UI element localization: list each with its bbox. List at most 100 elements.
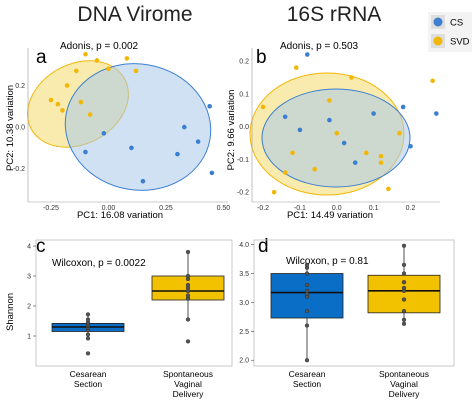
panel-c-category-label: Delivery: [173, 389, 204, 399]
panel-d-category-label: Cesarean: [289, 369, 326, 379]
panel-d-point-cs-7: [304, 271, 310, 276]
panel-c-category-label: Cesarean: [70, 369, 107, 379]
panel-c-point-svd-3: [185, 293, 191, 298]
panel-b-point-cs-2: [327, 117, 332, 123]
panel-d-point-svd-2: [401, 308, 407, 314]
panel-b-title: 16S rRNA: [287, 3, 382, 26]
panel-b-xtick-label: 0.2: [406, 205, 416, 212]
panel-a-xtick-label: 0.25: [159, 205, 173, 212]
panel-c-point-svd-8: [185, 273, 191, 279]
panel-c-point-svd-6: [185, 282, 191, 288]
panel-a-point-svd-11: [48, 97, 54, 103]
panel-d-stat: Wilcoxon, p = 0.81: [286, 256, 369, 267]
panel-d-category-label: Delivery: [389, 389, 420, 399]
panel-d-point-svd-3: [401, 297, 407, 302]
panel-b-point-svd-12: [271, 189, 277, 195]
panel-b-ylabel: PC2: 9.66 variation: [226, 90, 237, 171]
panel-d-point-svd-9: [401, 243, 407, 248]
panel-b-point-cs-3: [341, 140, 347, 146]
panel-d-category-label: Spontaneous: [379, 369, 429, 379]
panel-c-ticks: 1 2 3 4: [27, 244, 36, 341]
panel-d-point-svd-6: [401, 280, 407, 285]
panel-b-point-svd-2: [327, 98, 332, 103]
panel-label-a: a: [36, 47, 47, 68]
panel-a-stat: Adonis, p = 0.002: [60, 41, 139, 52]
panel-d-ytick-label: 2.5: [239, 329, 249, 336]
panel-a-point-svd-3: [87, 112, 93, 117]
panel-c-category-label: Section: [74, 379, 103, 389]
panel-b-point-cs-9: [371, 111, 376, 116]
panel-b-point-cs-7: [408, 143, 413, 149]
panel-a-xtick-label: 0.00: [102, 205, 116, 212]
cs-ellipse-a: [64, 63, 212, 191]
panel-b-ticks: -0.2 -0.1 0.0 0.1 0.2 -0.2 -0.1 0.0 0.1 0.2: [237, 59, 416, 212]
panel-a-point-svd-9: [55, 101, 61, 107]
panel-a-point-cs-2: [175, 151, 180, 157]
panel-a-ytick-label: 0.2: [15, 83, 25, 90]
panel-b-point-svd-1: [290, 150, 295, 156]
panel-c-category-label: Vaginal: [174, 379, 202, 389]
panel-b-point-svd-3: [334, 130, 340, 136]
panel-d-point-svd-0: [401, 321, 407, 326]
panel-a-point-svd-7: [124, 56, 130, 61]
panel-d-point-svd-5: [401, 285, 407, 291]
panel-b-point-cs-4: [352, 160, 358, 165]
panel-a-points: [48, 51, 215, 184]
panel-label-b: b: [256, 47, 267, 68]
panel-a-point-cs-6: [140, 178, 146, 184]
panel-d-category-label: Vaginal: [390, 379, 418, 389]
panel-b-point-svd-11: [282, 170, 288, 175]
panel-c-ytick-label: 1: [27, 334, 31, 341]
panel-a-ticks: -0.25 0.00 0.25 0.50 -0.2 0.0 0.2: [13, 83, 230, 212]
panel-c-frame: [35, 239, 233, 367]
panel-b-point-svd-13: [386, 186, 391, 192]
panel-a-plot: -0.25 0.00 0.25 0.50 -0.2 0.0 0.2 PC1: 16.08 v…: [5, 48, 230, 221]
panel-b-xtick-label: -0.1: [294, 205, 306, 212]
panel-c-point-svd-1: [185, 317, 191, 322]
panel-a-point-cs-0: [101, 131, 107, 136]
panel-c-point-cs-8: [85, 317, 91, 322]
panel-b-point-cs-1: [297, 127, 303, 133]
panel-b-point-svd-9: [312, 166, 317, 172]
panel-b-points: [260, 52, 439, 195]
panel-d-marks: [270, 243, 441, 363]
panel-d-point-svd-8: [401, 262, 407, 267]
panel-c-marks: [51, 249, 225, 356]
panel-d-ytick-label: 2.0: [239, 358, 249, 365]
panel-c-point-svd-9: [185, 249, 191, 255]
legend-label-cs: CS: [450, 18, 463, 29]
panel-label-c: c: [36, 236, 46, 257]
panel-a-point-cs-7: [83, 149, 88, 155]
legend-marker-svd: [433, 36, 443, 46]
panel-a-point-svd-10: [83, 51, 88, 57]
panel-a-xlabel: PC1: 16.08 variation: [77, 210, 163, 221]
panel-a-point-svd-8: [133, 68, 139, 74]
panel-c-ytick-label: 2: [27, 304, 31, 311]
panel-c-ytick-label: 3: [27, 274, 31, 281]
panel-b-plot: -0.2 -0.1 0.0 0.1 0.2 -0.2 -0.1 0.0 0.1 0.2 PC1: …: [226, 48, 440, 221]
panel-b-point-svd-14: [349, 75, 354, 80]
panel-b-point-svd-6: [397, 130, 402, 136]
panel-label-d: d: [258, 236, 269, 257]
panel-b-ytick-label: 0.1: [239, 91, 249, 98]
panel-b-point-svd-7: [378, 160, 384, 165]
panel-a-point-cs-4: [207, 103, 212, 109]
panel-a-ytick-label: -0.2: [13, 166, 25, 173]
legend-label-svd: SVD: [450, 37, 470, 48]
panel-a-point-cs-3: [182, 124, 187, 130]
legend-marker-cs: [433, 17, 443, 27]
panel-c-category-label: Spontaneous: [163, 369, 213, 379]
panel-c-ytick-label: 4: [27, 244, 31, 251]
panel-b-point-svd-8: [293, 65, 299, 70]
panel-b-stat: Adonis, p = 0.503: [280, 41, 359, 52]
panel-b-ytick-label: -0.1: [237, 157, 249, 164]
legend: CS SVD: [428, 12, 472, 52]
panel-d-ytick-label: 4.0: [239, 242, 249, 249]
panel-a-point-svd-1: [60, 108, 65, 113]
panel-b-point-cs-5: [400, 104, 406, 110]
panel-a-point-svd-0: [64, 83, 70, 88]
panel-c-point-cs-0: [85, 351, 91, 356]
